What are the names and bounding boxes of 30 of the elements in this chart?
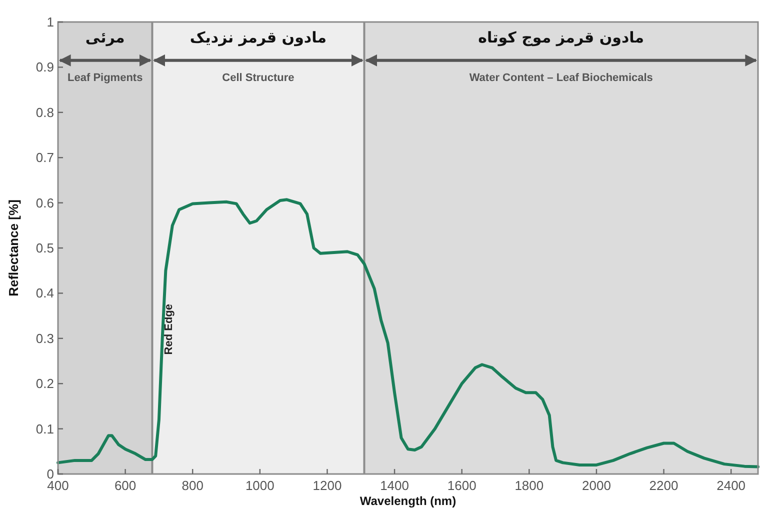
x-tick-label: 1800 (514, 478, 544, 493)
y-tick-label: 0.9 (36, 60, 54, 75)
line-series (56, 198, 760, 468)
y-tick-label: 0.3 (36, 330, 54, 346)
x-tick-label: 1600 (447, 478, 476, 493)
x-axis-title: Wavelength (nm) (360, 494, 456, 508)
y-tick-label: 0.1 (36, 421, 54, 436)
band-label: مادون قرمز نزدیک (190, 28, 327, 46)
annotation: Red Edge (163, 304, 176, 355)
y-tick-label: 0.8 (36, 104, 54, 120)
x-tick-label: 600 (114, 478, 136, 493)
y-tick-label: 0.4 (36, 286, 54, 301)
x-tick-label: 2000 (582, 478, 611, 493)
band-label: مادون قرمز موج کوتاه (478, 28, 644, 46)
x-tick-label: 2400 (716, 478, 746, 493)
x-tick-label: 1200 (312, 478, 342, 493)
x-tick-label: 1000 (245, 478, 274, 493)
y-tick-label: 1 (46, 14, 54, 30)
x-tick-label: 2200 (649, 478, 678, 493)
band-label: مرئی (85, 28, 125, 46)
annotation: Leaf Pigments (68, 72, 143, 84)
y-tick-label: 0.5 (36, 240, 54, 256)
y-axis-title: Reflectance [%] (6, 200, 21, 296)
y-tick-label: 0.6 (36, 195, 54, 210)
y-tick-label: 0.7 (36, 150, 54, 166)
x-tick-label: 800 (182, 478, 204, 493)
y-tick-label: 0.2 (36, 376, 54, 392)
x-tick-label: 1400 (380, 478, 409, 493)
annotation: Cell Structure (222, 72, 294, 84)
annotation: Water Content – Leaf Biochemicals (469, 72, 653, 84)
